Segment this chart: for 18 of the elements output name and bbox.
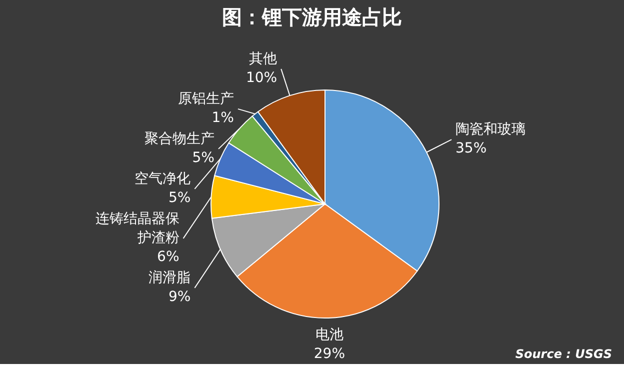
- slice-label: 电池: [315, 327, 344, 343]
- slice-label: 其他: [249, 50, 278, 67]
- chart-title: 图：锂下游用途占比: [222, 5, 402, 29]
- data-label: 9%: [168, 288, 191, 305]
- slice-label: 原铝生产: [178, 90, 234, 107]
- data-label: 5%: [192, 150, 214, 166]
- slice-label: 润滑脂: [148, 270, 191, 286]
- data-label: 29%: [314, 346, 346, 362]
- data-label: 5%: [168, 190, 191, 206]
- slice-label: 陶瓷和玻璃: [456, 122, 526, 138]
- slice-label: 连铸结晶器保护渣粉: [95, 210, 180, 246]
- slice-label: 聚合物生产: [144, 130, 214, 147]
- data-label: 10%: [246, 70, 278, 86]
- data-label: 6%: [157, 248, 180, 265]
- source-note: Source : USGS: [515, 347, 612, 361]
- slice-label: 空气净化: [134, 170, 191, 187]
- data-label: 1%: [212, 110, 234, 126]
- data-label: 35%: [456, 140, 487, 157]
